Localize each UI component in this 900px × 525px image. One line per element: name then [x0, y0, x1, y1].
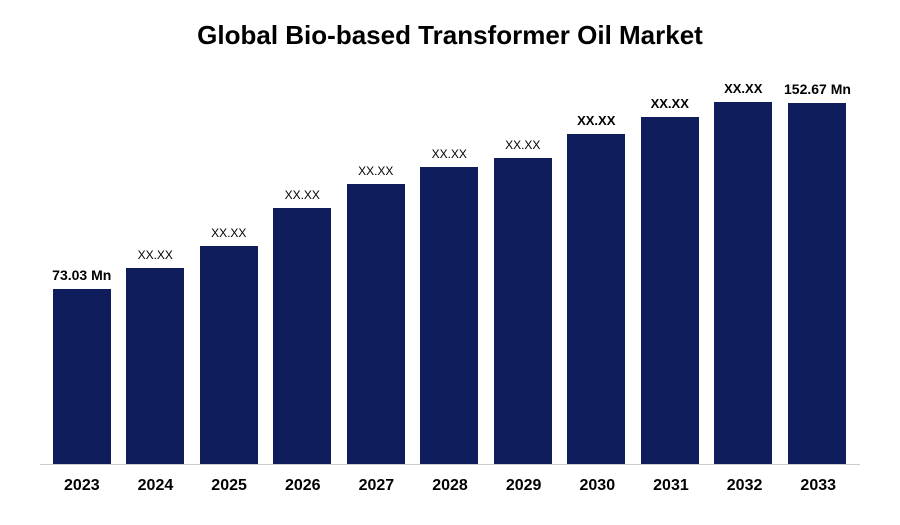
bar-group: XX.XX [637, 81, 703, 464]
x-axis-label: 2031 [638, 477, 704, 495]
bar-group: XX.XX [123, 81, 189, 464]
bar [347, 184, 405, 464]
bar-value-label: XX.XX [358, 164, 393, 178]
bar [53, 289, 111, 464]
bar-value-label: 152.67 Mn [784, 81, 851, 97]
bar-value-label: XX.XX [211, 226, 246, 240]
x-axis-label: 2029 [491, 477, 557, 495]
x-axis-label: 2026 [270, 477, 336, 495]
bar-group: XX.XX [270, 81, 336, 464]
bar-value-label: 73.03 Mn [52, 267, 111, 283]
x-axis-label: 2025 [196, 477, 262, 495]
bar [494, 158, 552, 464]
bar-value-label: XX.XX [505, 138, 540, 152]
bar-group: 73.03 Mn [49, 81, 115, 464]
bar-group: XX.XX [417, 81, 483, 464]
bar [788, 103, 846, 464]
bar [420, 167, 478, 464]
x-axis-label: 2032 [712, 477, 778, 495]
x-axis-label: 2030 [564, 477, 630, 495]
bars-container: 73.03 Mn XX.XX XX.XX XX.XX XX.XX XX.XX XX.XX XX… [40, 81, 860, 465]
x-axis-label: 2028 [417, 477, 483, 495]
x-axis-label: 2027 [344, 477, 410, 495]
x-axis-label: 2033 [785, 477, 851, 495]
bar [273, 208, 331, 464]
bar-value-label: XX.XX [285, 188, 320, 202]
x-axis-label: 2024 [123, 477, 189, 495]
bar-value-label: XX.XX [577, 113, 615, 128]
bar-group: XX.XX [196, 81, 262, 464]
bar-group: 152.67 Mn [784, 81, 851, 464]
bar-value-label: XX.XX [432, 147, 467, 161]
bar [714, 102, 772, 464]
bar-value-label: XX.XX [138, 248, 173, 262]
bar-group: XX.XX [711, 81, 777, 464]
bar-value-label: XX.XX [651, 96, 689, 111]
x-axis-label: 2023 [49, 477, 115, 495]
bar-group: XX.XX [343, 81, 409, 464]
bar [641, 117, 699, 464]
chart-area: 73.03 Mn XX.XX XX.XX XX.XX XX.XX XX.XX XX.XX XX… [40, 81, 860, 495]
chart-title: Global Bio-based Transformer Oil Market [40, 20, 860, 51]
bar [126, 268, 184, 464]
bar-value-label: XX.XX [724, 81, 762, 96]
bar [567, 134, 625, 464]
bar-group: XX.XX [564, 81, 630, 464]
bar [200, 246, 258, 464]
bar-group: XX.XX [490, 81, 556, 464]
x-axis-labels: 2023 2024 2025 2026 2027 2028 2029 2030 2031 2032… [40, 465, 860, 495]
